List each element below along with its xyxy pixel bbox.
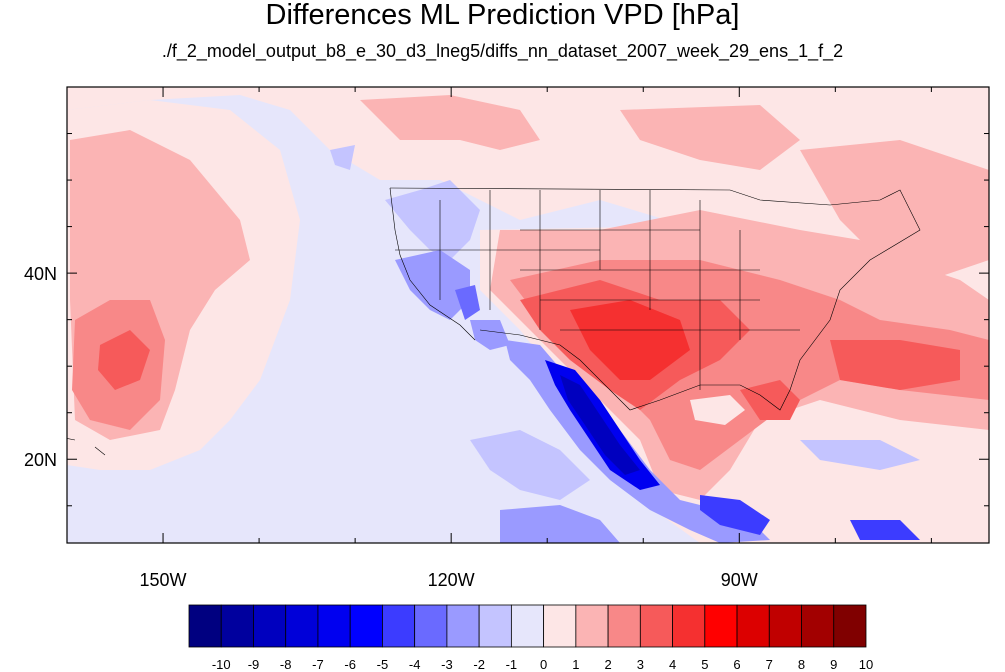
colorbar-label: -3 [441, 657, 453, 672]
colorbar-label: -10 [212, 657, 231, 672]
map-title: Differences ML Prediction VPD [hPa] [265, 0, 740, 31]
colorbar-box [220, 604, 254, 648]
colorbar-box [833, 604, 867, 648]
colorbar-box [510, 604, 545, 648]
caribbean-blue-region [800, 440, 920, 470]
colorbar-label: -5 [377, 657, 389, 672]
canada-pink-region [360, 95, 540, 150]
lon-tick-label: 90W [721, 570, 758, 590]
colorbar-box [478, 604, 512, 648]
colorbar-label: 0 [540, 657, 547, 672]
axis-ticks [66, 86, 989, 543]
colorbar-label: -7 [312, 657, 324, 672]
colorbar-label: 2 [604, 657, 611, 672]
colorbar-box [414, 604, 448, 648]
colorbar-label: -1 [506, 657, 518, 672]
lon-tick-label: 150W [140, 570, 187, 590]
vpd-difference-field [67, 87, 989, 543]
colorbar-box [672, 604, 706, 648]
colorbar-label: 7 [766, 657, 773, 672]
colorbar-label: 9 [830, 657, 837, 672]
political-boundaries [67, 187, 921, 456]
colorbar-label: 4 [669, 657, 676, 672]
colorbar-label: 8 [798, 657, 805, 672]
colorbar-box [639, 604, 673, 648]
colorbar-box [736, 604, 770, 648]
colorbar-box [768, 604, 802, 648]
colorbar-label: -8 [280, 657, 292, 672]
lat-tick-label: 40N [24, 264, 57, 284]
colorbar-box [382, 604, 416, 648]
eastern-pacific-blue-region [470, 430, 590, 500]
colorbar-box [317, 604, 351, 648]
colorbar-box [188, 604, 222, 648]
colorbar-label: -9 [248, 657, 260, 672]
map-frame [66, 86, 990, 544]
colorbar-box [607, 604, 641, 648]
colorbar-label: 5 [701, 657, 708, 672]
colorbar-box [446, 604, 480, 648]
colorbar-box [575, 604, 609, 648]
lon-tick-label: 120W [428, 570, 475, 590]
colorbar-box [543, 604, 577, 648]
colorbar-label: -6 [344, 657, 356, 672]
colorbar-box [704, 604, 738, 648]
colorbar-box [349, 604, 383, 648]
colorbar-label: 3 [637, 657, 644, 672]
colorbar-box [285, 604, 319, 648]
map-subtitle: ./f_2_model_output_b8_e_30_d3_lneg5/diff… [161, 41, 844, 61]
western-us-blue-region [385, 180, 480, 260]
lat-tick-label: 20N [24, 450, 57, 470]
axis-tick-labels: 150W 120W 90W 40N 20N [24, 264, 758, 590]
colorbar-label: -2 [473, 657, 485, 672]
colorbar-box [801, 604, 835, 648]
colorbar-label: -4 [409, 657, 421, 672]
colorbar-box [253, 604, 287, 648]
colorbar: -10 -9 -8 -7 -6 -5 -4 -3 -2 -1 0 1 2 3 4 5 6 7 8 9 10 [188, 604, 873, 672]
colorbar-label: 1 [572, 657, 579, 672]
colorbar-label: 10 [859, 657, 873, 672]
colorbar-label: 6 [733, 657, 740, 672]
